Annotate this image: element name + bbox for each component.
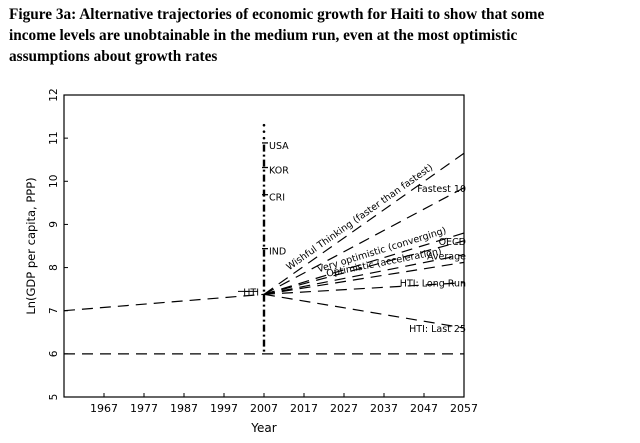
y-tick-label: 12 (48, 88, 60, 101)
y-tick-label: 10 (48, 175, 60, 188)
country-label: IND (269, 247, 286, 258)
series-label-right: HTI: Last 25 (409, 324, 466, 335)
y-tick-label: 7 (48, 307, 60, 314)
historical-trend-line (63, 293, 265, 312)
year-2007-marker-dot (262, 130, 266, 133)
series-label-right: Fastest 10 (417, 184, 466, 195)
series-line (263, 282, 465, 295)
x-tick-label: 1967 (90, 402, 118, 415)
series-labels: Wishful Thinking (faster than fastest)Fa… (285, 162, 467, 335)
y-tick-label: 8 (48, 264, 60, 271)
country-label: KOR (269, 166, 289, 177)
axes: 1967 1977 1987 1997 2007 2017 2027 2037 2047 2057… (24, 88, 478, 435)
y-tick-label: 6 (48, 350, 60, 357)
x-tick-label: 1997 (210, 402, 238, 415)
x-tick-label: 1977 (130, 402, 158, 415)
country-label: USA (269, 141, 289, 152)
figure-caption: Figure 3a: Alternative trajectories of e… (9, 4, 609, 67)
caption-line-2: income levels are unobtainable in the me… (9, 27, 518, 44)
series-label-right: OECD (439, 237, 466, 248)
caption-line-1: Figure 3a: Alternative trajectories of e… (9, 6, 545, 23)
series-line (263, 187, 465, 295)
year-2007-marker-dot (262, 136, 266, 140)
series-line (263, 254, 465, 295)
year-2007-marker-dot (262, 123, 266, 127)
x-tick-label: 2057 (450, 402, 478, 415)
y-tick-label: 9 (48, 221, 60, 228)
y-tick-label: 11 (48, 131, 60, 144)
x-tick-label: 2037 (370, 402, 398, 415)
series-label-right: HTI: Long Run (400, 279, 466, 290)
x-tick-label: 2007 (250, 402, 278, 415)
caption-line-3: assumptions about growth rates (9, 48, 218, 65)
series-line (263, 293, 465, 329)
series-lines (263, 152, 465, 329)
series-line (263, 240, 465, 295)
origin-label: HTI (243, 287, 259, 298)
y-axis-title: Ln(GDP per capita, PPP) (24, 177, 38, 314)
y-tick-label: 5 (48, 394, 60, 401)
series-line (263, 152, 465, 295)
series-label-right: Average (427, 251, 466, 262)
country-label: CRI (269, 193, 285, 204)
country-markers: USA KOR CRI IND HTI (238, 141, 289, 298)
series-line (263, 261, 465, 295)
x-tick-label: 2017 (290, 402, 318, 415)
x-tick-label: 1987 (170, 402, 198, 415)
x-axis-title: Year (250, 421, 276, 435)
x-tick-label: 2047 (410, 402, 438, 415)
reference-lines (63, 123, 464, 355)
x-tick-label: 2027 (330, 402, 358, 415)
